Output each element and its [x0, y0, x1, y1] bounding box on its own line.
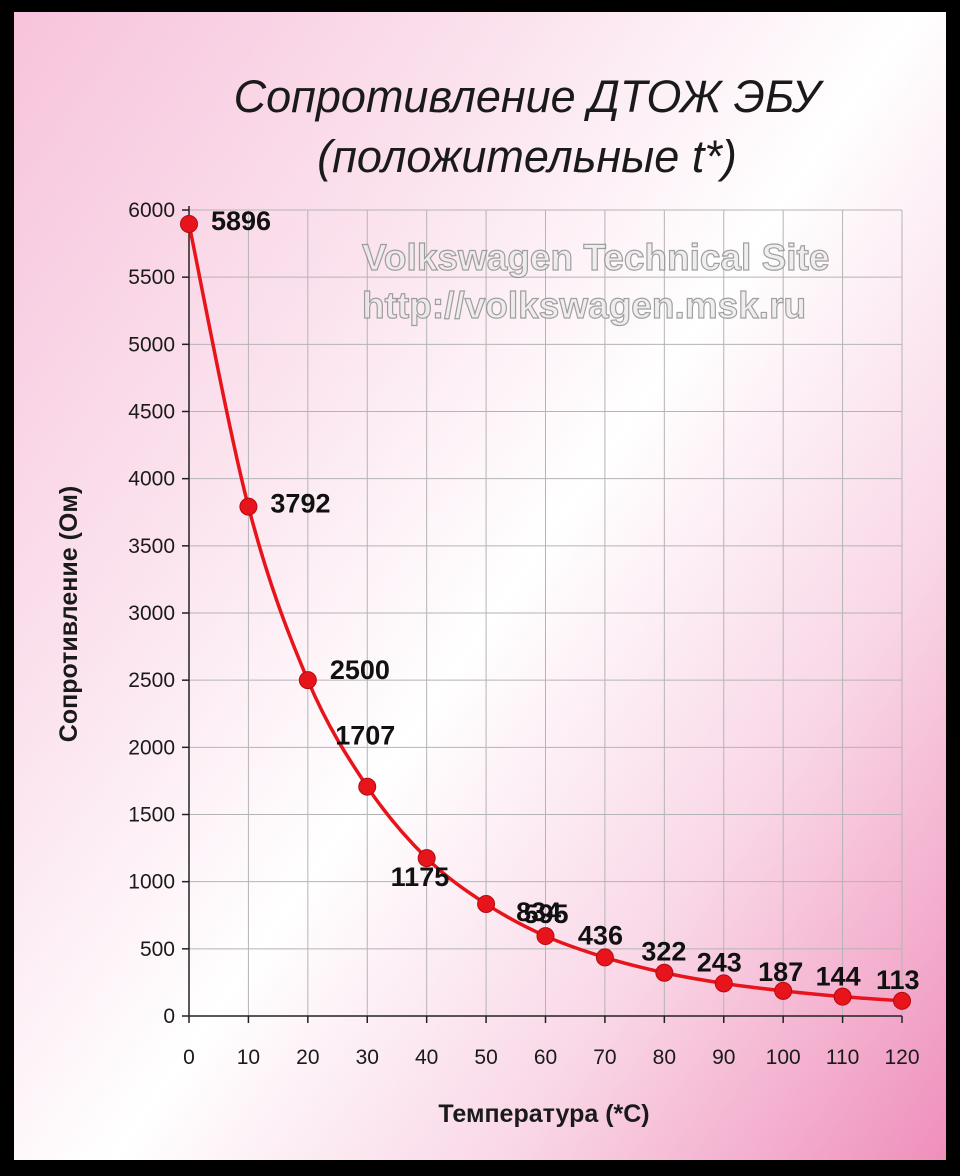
axes: [182, 206, 903, 1023]
data-point: [358, 777, 377, 796]
y-tick-label: 0: [163, 1005, 175, 1028]
y-tick-label: 2000: [128, 736, 175, 759]
y-tick-label: 3000: [128, 602, 175, 625]
x-tick-label: 30: [356, 1046, 379, 1069]
data-point: [595, 948, 614, 967]
y-tick-label: 1500: [128, 804, 175, 827]
chart-card: Сопротивление ДТОЖ ЭБУ (положительные t*…: [14, 12, 946, 1160]
x-tick-label: 60: [534, 1046, 557, 1069]
x-tick-label: 20: [296, 1046, 319, 1069]
y-tick-label: 3500: [128, 535, 175, 558]
x-tick-label: 40: [415, 1046, 438, 1069]
data-label: 2500: [330, 655, 390, 685]
x-tick-labels: 0 10 20 30 40 50 60 70 80 90 100 110 120: [183, 1046, 919, 1069]
data-point: [239, 497, 258, 516]
data-label: 322: [641, 937, 686, 967]
data-label: 3792: [270, 489, 330, 519]
watermark: Volkswagen Technical Site http://volkswa…: [361, 236, 830, 326]
data-point: [655, 963, 674, 982]
data-point: [298, 671, 317, 690]
data-label: 595: [524, 899, 569, 929]
data-point: [833, 987, 852, 1006]
resistance-chart: Сопротивление ДТОЖ ЭБУ (положительные t*…: [55, 71, 920, 1128]
series-markers: [180, 214, 911, 1010]
data-point: [417, 849, 436, 868]
grid: [188, 209, 903, 1017]
x-tick-label: 90: [712, 1046, 735, 1069]
data-label: 834: [516, 897, 561, 927]
x-tick-label: 0: [183, 1046, 195, 1069]
data-label: 144: [816, 962, 861, 992]
data-label: 5896: [211, 206, 271, 236]
x-tick-label: 50: [474, 1046, 497, 1069]
data-point: [714, 974, 733, 993]
data-label: 1175: [391, 862, 450, 892]
y-tick-label: 5500: [128, 266, 175, 289]
data-label: 436: [578, 920, 623, 950]
y-tick-labels: 0 500 1000 1500 2000 2500 3000 3500 4000 4500 5000…: [128, 199, 175, 1028]
watermark-line-1: Volkswagen Technical Site: [362, 237, 829, 278]
y-tick-label: 4000: [128, 468, 175, 491]
y-tick-label: 1000: [128, 871, 175, 894]
y-tick-label: 5000: [128, 333, 175, 356]
y-tick-label: 6000: [128, 199, 175, 222]
x-tick-label: 120: [884, 1046, 919, 1069]
x-tick-label: 110: [826, 1046, 859, 1069]
x-tick-label: 80: [653, 1046, 676, 1069]
y-tick-label: 500: [140, 938, 175, 961]
x-tick-label: 100: [766, 1046, 801, 1069]
x-axis-title: Температура (*С): [438, 1100, 649, 1128]
data-point: [774, 981, 793, 1000]
data-label: 1707: [335, 721, 395, 751]
y-axis-title: Сопротивление (Ом): [55, 486, 83, 742]
x-tick-label: 70: [593, 1046, 616, 1069]
data-label: 187: [758, 957, 803, 987]
y-tick-label: 4500: [128, 401, 175, 424]
data-label: 113: [876, 965, 920, 995]
data-label: 243: [697, 947, 742, 977]
data-point: [893, 991, 911, 1010]
data-point: [477, 894, 496, 913]
watermark-line-2: http://volkswagen.msk.ru: [362, 285, 806, 326]
data-point: [536, 927, 555, 946]
data-point: [180, 214, 198, 233]
y-tick-label: 2500: [128, 669, 175, 692]
x-tick-label: 10: [237, 1046, 260, 1069]
chart-title: Сопротивление ДТОЖ ЭБУ: [234, 71, 825, 122]
chart-subtitle: (положительные t*): [317, 131, 737, 182]
